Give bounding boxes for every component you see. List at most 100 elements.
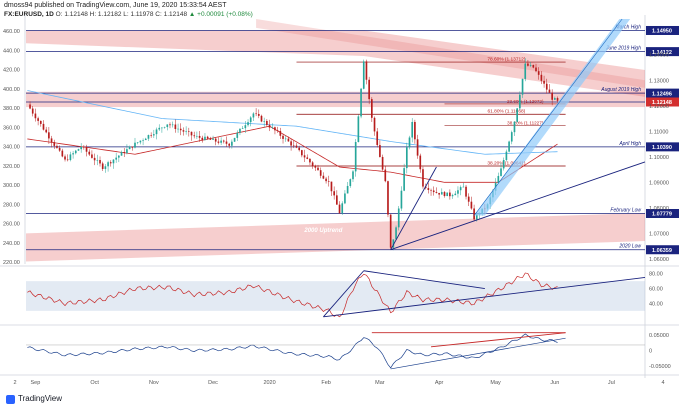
- candle-body: [274, 127, 276, 131]
- candle-body: [457, 190, 459, 194]
- candle-body: [540, 74, 543, 81]
- candle-body: [449, 192, 451, 197]
- rsi-trendline: [323, 270, 365, 318]
- price-tag-label: 1.12496: [652, 91, 672, 97]
- right-axis-tick: 1.09000: [649, 180, 669, 186]
- rsi-axis-tick: 40.00: [649, 301, 663, 307]
- candle-body: [244, 125, 247, 129]
- x-axis-tick: 4: [661, 380, 664, 386]
- symbol-label[interactable]: FX:EURUSD, 1D: [4, 11, 54, 18]
- candle-body: [34, 113, 37, 119]
- candle-body: [252, 113, 255, 118]
- x-axis-tick: Sep: [31, 380, 41, 386]
- candle-body: [387, 181, 389, 215]
- chart-canvas[interactable]: March High 1.14950 June 2019 High 1.14122 Au…: [0, 0, 679, 392]
- right-axis-tick: 1.08000: [649, 206, 669, 212]
- candle-body: [551, 92, 553, 100]
- x-axis-tick: Nov: [149, 380, 159, 386]
- x-axis-tick: Apr: [435, 380, 444, 386]
- candle-body: [126, 149, 128, 154]
- right-axis-tick: 1.14000: [649, 53, 669, 59]
- level-label: August 2019 High: [600, 87, 641, 93]
- candle-body: [459, 187, 462, 191]
- price-tag-label: 1.07779: [652, 212, 672, 218]
- uptrend-annotation: 2000 Uptrend: [303, 228, 342, 234]
- candle-body: [338, 204, 341, 214]
- momentum-line: [27, 333, 558, 369]
- candle-body: [548, 89, 551, 93]
- candle-body: [279, 131, 282, 136]
- x-axis-tick: 2: [13, 380, 16, 386]
- candle-body: [268, 124, 271, 128]
- publisher-line: dmoss94 published on TradingView.com, Ju…: [4, 2, 227, 9]
- left-axis-tick: 400.00: [3, 87, 20, 93]
- candle-body: [327, 181, 330, 182]
- candle-body: [352, 171, 354, 180]
- left-axis-tick: 440.00: [3, 48, 20, 54]
- candle-body: [336, 195, 338, 205]
- left-axis-tick: 360.00: [3, 125, 20, 131]
- candle-body: [403, 168, 405, 191]
- candle-body: [88, 151, 91, 155]
- candle-body: [430, 189, 432, 191]
- candle-body: [45, 129, 48, 133]
- trendline: [390, 161, 646, 251]
- candle-body: [209, 138, 212, 140]
- candle-body: [257, 113, 260, 116]
- candle-body: [473, 208, 475, 220]
- candle-body: [370, 99, 373, 118]
- candle-body: [83, 146, 85, 148]
- price-tag: [646, 142, 679, 152]
- candle-body: [521, 78, 524, 95]
- candle-body: [249, 117, 252, 123]
- candle-body: [80, 146, 83, 150]
- candle-body: [510, 132, 513, 142]
- candle-body: [212, 138, 214, 140]
- candle-body: [432, 190, 435, 193]
- candle-body: [397, 208, 400, 228]
- candle-body: [131, 146, 134, 148]
- candle-body: [500, 168, 502, 176]
- x-axis-tick: 2020: [263, 380, 275, 386]
- candle-body: [333, 191, 335, 196]
- right-axis-tick: 1.06000: [649, 257, 669, 263]
- momentum-axis-tick: 0.05000: [649, 333, 669, 339]
- price-tag: [646, 245, 679, 255]
- candle-body: [136, 142, 139, 143]
- candle-body: [537, 71, 540, 75]
- candle-body: [101, 163, 104, 169]
- candle-body: [543, 80, 545, 84]
- left-axis-tick: 340.00: [3, 145, 20, 151]
- candle-body: [169, 124, 171, 126]
- candle-body: [427, 188, 430, 190]
- candle-body: [193, 135, 196, 137]
- candle-body: [276, 130, 279, 132]
- level-label: June 2019 High: [605, 46, 641, 52]
- candle-body: [118, 155, 120, 158]
- right-axis-tick: 1.10000: [649, 155, 669, 161]
- candle-body: [325, 178, 327, 182]
- price-tag: [646, 208, 679, 218]
- fib-label: 23.60% (1.12072): [507, 99, 544, 104]
- candle-body: [513, 121, 516, 133]
- candle-body: [319, 170, 322, 176]
- candle-body: [282, 135, 284, 139]
- candle-body: [77, 149, 80, 151]
- candle-body: [231, 141, 233, 146]
- candle-body: [228, 143, 231, 146]
- price-tag: [646, 97, 679, 107]
- candle-body: [524, 63, 527, 79]
- candle-body: [53, 142, 56, 146]
- candle-body: [376, 131, 379, 146]
- candle-body: [414, 121, 416, 140]
- candle-body: [144, 138, 147, 141]
- candle-body: [128, 146, 131, 150]
- x-axis-tick: Jul: [608, 380, 615, 386]
- rsi-range-band: [26, 281, 645, 311]
- candle-body: [408, 137, 411, 148]
- candle-body: [475, 214, 478, 220]
- candle-body: [527, 63, 529, 66]
- candle-body: [255, 113, 257, 115]
- downtrend-channel-band-top: [256, 19, 645, 88]
- level-label: March High: [615, 24, 641, 30]
